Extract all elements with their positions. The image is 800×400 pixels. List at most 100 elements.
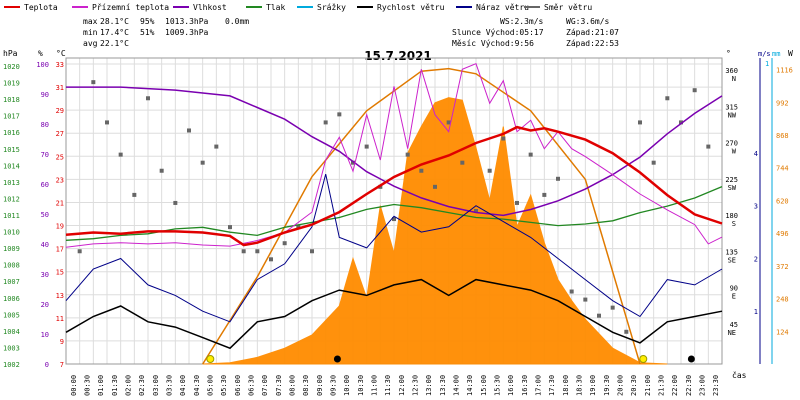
time-tick: 00:30 <box>84 375 92 396</box>
hpa-tick: 1012 <box>3 195 20 203</box>
hpa-tick: 1002 <box>3 361 20 369</box>
time-tick: 10:00 <box>343 375 351 396</box>
pct-tick: 30 <box>41 271 49 279</box>
hpa-tick: 1005 <box>3 311 20 319</box>
temperature-line <box>65 125 723 247</box>
time-tick: 18:00 <box>562 375 570 396</box>
stat-label: avg <box>83 39 98 48</box>
sun-marker <box>639 355 648 363</box>
dir-deg-tick: 315 <box>725 103 738 111</box>
dir-name-tick: NW <box>728 111 737 119</box>
hpa-tick: 1010 <box>3 229 20 237</box>
time-tick: 06:00 <box>234 375 242 396</box>
ms-tick: 4 <box>754 150 758 158</box>
wind-direction-point <box>556 176 560 181</box>
wind-direction-point <box>269 257 273 262</box>
wind-direction-point <box>569 289 574 294</box>
wind-direction-point <box>624 329 629 334</box>
w-tick: 744 <box>776 165 789 173</box>
time-tick: 12:00 <box>398 375 406 396</box>
pct-tick: 100 <box>36 61 49 69</box>
wind-direction-point <box>159 168 164 173</box>
wind-direction-point <box>337 112 342 117</box>
wind-direction-point <box>255 249 260 254</box>
temp-tick: 19 <box>56 223 64 231</box>
time-tick: 06:30 <box>248 375 256 396</box>
time-tick: 20:30 <box>630 375 638 396</box>
stat-moonset: Západ:22:53 <box>566 39 619 48</box>
legend-label: Rychlost větru <box>377 3 445 12</box>
time-tick: 11:30 <box>384 375 392 396</box>
time-tick: 01:30 <box>111 375 119 396</box>
wind-direction-point <box>214 144 219 149</box>
wind-direction-point <box>638 120 642 125</box>
temp-tick: 11 <box>56 315 64 323</box>
wind-direction-point <box>364 144 369 149</box>
w-axis-title: W <box>788 49 793 58</box>
stat-temp: 28.1°C <box>100 17 129 26</box>
time-tick: 23:30 <box>712 375 720 396</box>
temp-tick: 31 <box>56 84 64 92</box>
time-tick: 09:00 <box>316 375 324 396</box>
w-tick: 620 <box>776 197 789 205</box>
wind-direction-point <box>323 120 328 125</box>
time-tick: 11:00 <box>371 375 379 396</box>
wind-direction-point <box>651 160 656 165</box>
time-tick: 16:30 <box>521 375 529 396</box>
wind-direction-point <box>610 305 615 310</box>
wind-direction-point <box>433 184 437 189</box>
axes: hPa% °C1020101910181017101610151014101310… <box>3 49 793 396</box>
time-tick: 17:30 <box>548 375 556 396</box>
dir-name-tick: NE <box>728 329 736 337</box>
time-tick: 07:30 <box>275 375 283 396</box>
hpa-tick: 1018 <box>3 96 20 104</box>
time-tick: 12:30 <box>412 375 420 396</box>
wind-direction-point <box>487 168 492 173</box>
pct-tick: 90 <box>41 91 49 99</box>
time-tick: 03:30 <box>166 375 174 396</box>
stat-sunset: Západ:21:07 <box>566 28 619 37</box>
wind-direction-point <box>501 136 506 141</box>
time-tick: 23:00 <box>699 375 707 396</box>
temp-tick: 25 <box>56 153 64 161</box>
time-tick: 22:00 <box>671 375 679 396</box>
w-tick: 124 <box>776 328 789 336</box>
legend-label: Teplota <box>24 3 58 12</box>
plot-area <box>65 63 723 365</box>
wind-direction-point <box>405 152 410 157</box>
hpa-axis-title: hPa <box>3 49 18 58</box>
hpa-tick: 1015 <box>3 146 20 154</box>
wind-direction-point <box>132 192 137 197</box>
time-tick: 14:00 <box>453 375 461 396</box>
time-tick: 13:30 <box>439 375 447 396</box>
wind-direction-point <box>419 168 424 173</box>
dir-name-tick: SE <box>728 256 736 264</box>
stat-rain: 0.0mm <box>225 17 249 26</box>
wind-direction-point <box>392 217 396 222</box>
dir-deg-tick: 270 <box>725 140 738 148</box>
time-tick: 19:00 <box>589 375 597 396</box>
pct-tick: 50 <box>41 211 49 219</box>
time-tick: 09:30 <box>330 375 338 396</box>
temp-tick: 17 <box>56 246 64 254</box>
pct-tick: 60 <box>41 181 49 189</box>
temp-tick: 13 <box>56 292 64 300</box>
stat-temp: 22.1°C <box>100 39 129 48</box>
wind-direction-point <box>474 209 478 213</box>
dir-name-tick: W <box>732 148 737 156</box>
wind-direction-point <box>241 249 246 254</box>
temp-tick: 9 <box>60 338 64 346</box>
w-tick: 992 <box>776 99 789 107</box>
stat-sunrise: Slunce Východ:05:17 <box>452 28 544 37</box>
dir-deg-tick: 180 <box>725 212 738 220</box>
sun-marker <box>206 355 215 363</box>
wind-direction-point <box>597 313 601 318</box>
dir-deg-tick: 90 <box>730 285 738 293</box>
pct-tick: 80 <box>41 121 49 129</box>
time-tick: 17:00 <box>535 375 543 396</box>
pct-tick: 20 <box>41 301 49 309</box>
dir-deg-tick: 45 <box>730 321 738 329</box>
stat-pressure: 1013.3hPa <box>165 17 209 26</box>
wind-direction-point <box>446 120 451 125</box>
temp-tick: 33 <box>56 61 64 69</box>
